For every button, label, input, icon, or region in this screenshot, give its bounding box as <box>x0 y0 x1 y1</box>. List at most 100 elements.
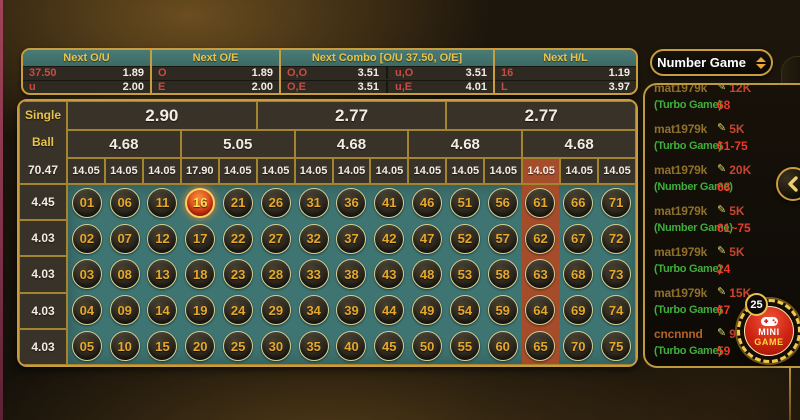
tier1-odds-cell[interactable]: 2.90 <box>67 101 257 130</box>
ball-04[interactable]: 04 <box>71 295 102 326</box>
ball-71[interactable]: 71 <box>601 187 632 218</box>
ball-53[interactable]: 53 <box>449 259 480 290</box>
odds-bet-cell[interactable]: L 3.97 <box>501 81 630 93</box>
ball-73[interactable]: 73 <box>601 259 632 290</box>
ball-52[interactable]: 52 <box>449 223 480 254</box>
ball-20[interactable]: 20 <box>185 331 216 362</box>
ball-66[interactable]: 66 <box>563 187 594 218</box>
ball-75[interactable]: 75 <box>601 331 632 362</box>
ball-59[interactable]: 59 <box>487 295 518 326</box>
odds-bet-cell[interactable]: O,E 3.51 <box>287 81 379 93</box>
ball-07[interactable]: 07 <box>109 223 140 254</box>
ball-02[interactable]: 02 <box>71 223 102 254</box>
tier3-odds-cell[interactable]: 14.05 <box>104 158 143 184</box>
row-odds-cell[interactable]: 4.45 <box>19 184 67 221</box>
ball-37[interactable]: 37 <box>336 223 367 254</box>
ball-45[interactable]: 45 <box>374 331 405 362</box>
ball-08[interactable]: 08 <box>109 259 140 290</box>
tier3-odds-cell[interactable]: 14.05 <box>560 158 599 184</box>
ball-30[interactable]: 30 <box>260 331 291 362</box>
ball-15[interactable]: 15 <box>147 331 178 362</box>
odds-bet-cell[interactable]: E 2.00 <box>158 81 273 93</box>
ball-49[interactable]: 49 <box>412 295 443 326</box>
ball-09[interactable]: 09 <box>109 295 140 326</box>
ball-21[interactable]: 21 <box>223 187 254 218</box>
ball-29[interactable]: 29 <box>260 295 291 326</box>
ball-60[interactable]: 60 <box>487 331 518 362</box>
ball-58[interactable]: 58 <box>487 259 518 290</box>
ball-47[interactable]: 47 <box>412 223 443 254</box>
ball-68[interactable]: 68 <box>563 259 594 290</box>
game-select-dropdown[interactable]: Number Game <box>650 49 773 76</box>
tier3-odds-cell[interactable]: 14.05 <box>408 158 447 184</box>
ball-27[interactable]: 27 <box>260 223 291 254</box>
ball-51[interactable]: 51 <box>449 187 480 218</box>
tier3-odds-cell[interactable]: 14.05 <box>370 158 409 184</box>
tier1-odds-cell[interactable]: 2.77 <box>256 101 447 130</box>
sidebar-collapse-button[interactable] <box>776 167 800 201</box>
odds-bet-cell[interactable]: 16 1.19 <box>501 67 630 79</box>
tier2-odds-cell[interactable]: 5.05 <box>180 130 295 158</box>
ball-57[interactable]: 57 <box>487 223 518 254</box>
ball-62[interactable]: 62 <box>525 223 556 254</box>
odds-bet-cell[interactable]: u,E 4.01 <box>386 80 487 93</box>
odds-bet-cell[interactable]: O 1.89 <box>158 67 273 79</box>
ball-55[interactable]: 55 <box>449 331 480 362</box>
ball-69[interactable]: 69 <box>563 295 594 326</box>
ball-67[interactable]: 67 <box>563 223 594 254</box>
ball-70[interactable]: 70 <box>563 331 594 362</box>
ball-41[interactable]: 41 <box>374 187 405 218</box>
tier3-odds-cell[interactable]: 14.05 <box>218 158 257 184</box>
ball-14[interactable]: 14 <box>147 295 178 326</box>
ball-39[interactable]: 39 <box>336 295 367 326</box>
tier2-odds-cell[interactable]: 4.68 <box>522 130 636 158</box>
ball-48[interactable]: 48 <box>412 259 443 290</box>
ball-42[interactable]: 42 <box>374 223 405 254</box>
ball-56[interactable]: 56 <box>487 187 518 218</box>
ball-22[interactable]: 22 <box>223 223 254 254</box>
ball-05[interactable]: 05 <box>71 331 102 362</box>
ball-38[interactable]: 38 <box>336 259 367 290</box>
row-odds-cell[interactable]: 4.03 <box>19 220 67 257</box>
ball-19[interactable]: 19 <box>185 295 216 326</box>
ball-13[interactable]: 13 <box>147 259 178 290</box>
ball-10[interactable]: 10 <box>109 331 140 362</box>
ball-26[interactable]: 26 <box>260 187 291 218</box>
ball-40[interactable]: 40 <box>336 331 367 362</box>
tier3-odds-cell[interactable]: 14.05 <box>67 158 105 184</box>
ball-25[interactable]: 25 <box>223 331 254 362</box>
ball-63[interactable]: 63 <box>525 259 556 290</box>
row-odds-cell[interactable]: 4.03 <box>19 256 67 293</box>
row-odds-cell[interactable]: 4.03 <box>19 328 67 365</box>
ball-03[interactable]: 03 <box>71 259 102 290</box>
ball-33[interactable]: 33 <box>298 259 329 290</box>
ball-74[interactable]: 74 <box>601 295 632 326</box>
odds-bet-cell[interactable]: 37.50 1.89 <box>29 67 144 79</box>
tier2-odds-cell[interactable]: 4.68 <box>67 130 181 158</box>
ball-61[interactable]: 61 <box>525 187 556 218</box>
ball-17[interactable]: 17 <box>185 223 216 254</box>
tier3-odds-cell[interactable]: 14.05 <box>598 158 636 184</box>
odds-bet-cell[interactable]: O,O 3.51 <box>287 67 379 79</box>
tier3-odds-cell[interactable]: 14.05 <box>256 158 295 184</box>
ball-32[interactable]: 32 <box>298 223 329 254</box>
odds-bet-cell[interactable]: u,O 3.51 <box>386 67 487 80</box>
ball-18[interactable]: 18 <box>185 259 216 290</box>
ball-72[interactable]: 72 <box>601 223 632 254</box>
tier3-odds-cell[interactable]: 14.05 <box>294 158 333 184</box>
ball-16[interactable]: 16 <box>185 187 216 218</box>
ball-11[interactable]: 11 <box>147 187 178 218</box>
ball-44[interactable]: 44 <box>374 295 405 326</box>
ball-43[interactable]: 43 <box>374 259 405 290</box>
tier1-odds-cell[interactable]: 2.77 <box>446 101 636 130</box>
odds-bet-cell[interactable]: u 2.00 <box>29 81 144 93</box>
ball-01[interactable]: 01 <box>71 187 102 218</box>
ball-50[interactable]: 50 <box>412 331 443 362</box>
ball-34[interactable]: 34 <box>298 295 329 326</box>
ball-54[interactable]: 54 <box>449 295 480 326</box>
ball-31[interactable]: 31 <box>298 187 329 218</box>
tier3-odds-cell[interactable]: 17.90 <box>180 158 219 184</box>
tier3-odds-cell[interactable]: 14.05 <box>446 158 485 184</box>
tier3-odds-cell[interactable]: 14.05 <box>522 158 561 184</box>
row-odds-cell[interactable]: 4.03 <box>19 292 67 329</box>
